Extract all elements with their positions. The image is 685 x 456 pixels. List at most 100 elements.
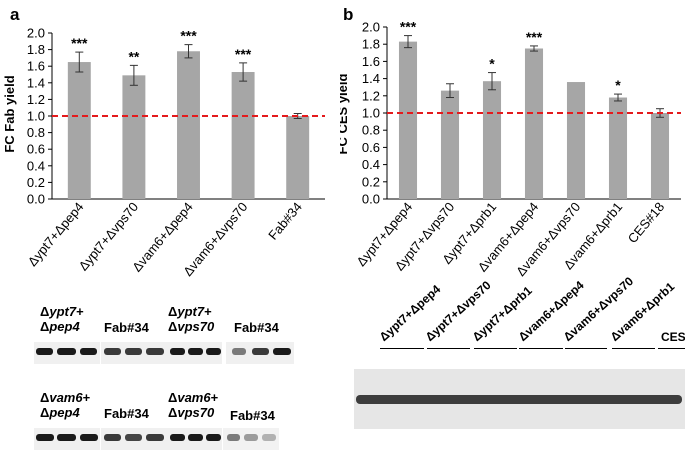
- blot-title-strain: Δypt7+ Δvps70: [168, 304, 215, 334]
- y-tick-label: 1.8: [27, 42, 45, 57]
- significance-label: ***: [400, 19, 417, 35]
- blot-band: [125, 434, 142, 441]
- blot-band: [206, 434, 221, 441]
- significance-label: **: [128, 48, 139, 64]
- blot-band: [104, 348, 121, 355]
- blot-group-vam6-pep4: Δvam6+ Δpep4 Fab#34: [34, 390, 199, 456]
- blot-band: [104, 434, 121, 441]
- blot-gene1: vam6: [177, 390, 211, 405]
- blot-band: [232, 348, 246, 355]
- significance-label: ***: [180, 28, 197, 44]
- blot-strip-strain: [168, 342, 222, 364]
- blot-band: [80, 348, 97, 355]
- y-tick-label: 1.6: [27, 59, 45, 74]
- bar: [231, 72, 255, 199]
- blot-gene2: vps70: [177, 405, 215, 420]
- bar: [177, 51, 200, 200]
- y-tick-label: 1.0: [362, 106, 380, 121]
- blot-gene2: pep4: [49, 319, 80, 334]
- blot-band: [36, 434, 54, 441]
- blot-band: [170, 348, 185, 355]
- y-tick-label: 0.8: [362, 123, 380, 138]
- blot-title-control: Fab#34: [234, 320, 279, 335]
- bar: [286, 116, 310, 199]
- x-tick-label: Fab#34: [265, 199, 305, 242]
- blot-band: [227, 434, 240, 441]
- blot-lane-line: [380, 348, 424, 349]
- blot-title-control: Fab#34: [104, 320, 149, 335]
- blot-lane-line: [427, 348, 470, 349]
- y-tick-label: 2.0: [362, 20, 380, 35]
- blot-strip-strain: [34, 428, 100, 450]
- blot-band: [273, 348, 291, 355]
- blot-band: [188, 434, 203, 441]
- chart-panel-a: a FC Fab yield 0.00.20.40.60.81.01.21.41…: [2, 5, 325, 279]
- panel-a-letter: a: [10, 5, 20, 24]
- blot-strip-control: [101, 342, 168, 364]
- y-tick-label: 2.0: [27, 26, 45, 41]
- blot-gene2: pep4: [49, 405, 80, 420]
- blot-strip-control: [101, 428, 168, 450]
- blot-b-membrane: [354, 369, 685, 429]
- blot-lane-line: [519, 348, 563, 349]
- bar: [122, 75, 146, 199]
- blot-band: [170, 434, 185, 441]
- y-tick-label: 0.2: [27, 175, 45, 190]
- y-tick-label: 0.4: [362, 157, 380, 172]
- blot-gene2: vps70: [177, 319, 215, 334]
- y-tick-label: 0.8: [27, 125, 45, 140]
- y-tick-label: 0.0: [27, 192, 45, 207]
- blot-band: [146, 434, 164, 441]
- panel-a-plot-area: 0.0 0.2 0.40.6 0.81.0 1.2 1.41.6 1.82.0 *** Δypt…: [25, 26, 325, 279]
- significance-label: *: [615, 77, 621, 93]
- blot-strip-strain: [34, 342, 100, 364]
- blot-lane-line: [565, 348, 607, 349]
- blot-lane-line: [474, 348, 517, 349]
- y-tick-label: 1.2: [362, 88, 380, 103]
- blot-strip-control: [223, 428, 279, 450]
- blot-strip-control: [226, 342, 294, 364]
- blot-group-vam6-vps70: Δvam6+ Δvps70 Fab#34: [168, 390, 328, 456]
- blot-band: [262, 434, 276, 441]
- blot-gene1: ypt7: [49, 304, 77, 319]
- bar: [440, 90, 460, 199]
- blot-gene1: vam6: [49, 390, 83, 405]
- bar: [67, 62, 91, 199]
- bar: [524, 48, 544, 199]
- significance-label: ***: [235, 46, 252, 62]
- bar: [650, 113, 670, 199]
- bar: [608, 97, 628, 199]
- y-tick-label: 0.6: [27, 142, 45, 157]
- blot-band: [80, 434, 98, 441]
- significance-label: *: [489, 56, 495, 72]
- blot-group-ypt7-vps70: Δypt7+ Δvps70 Fab#34: [168, 304, 328, 374]
- x-tick-label: CES#18: [625, 199, 668, 246]
- y-tick-label: 1.8: [362, 37, 380, 52]
- y-tick-label: 0.4: [27, 158, 45, 173]
- blot-title-control: Fab#34: [104, 406, 149, 421]
- blot-strip-strain: [168, 428, 222, 450]
- significance-label: ***: [526, 29, 543, 45]
- blot-title-strain: Δvam6+ Δpep4: [40, 390, 91, 420]
- panel-b-y-axis-label: FC CES yield: [340, 73, 350, 154]
- y-tick-label: 1.0: [27, 109, 45, 124]
- blot-band: [244, 434, 258, 441]
- significance-label: ***: [71, 35, 88, 51]
- panel-b-letter: b: [343, 5, 353, 24]
- panel-b-plot-area: 0.00.20.40.60.81.01.21.41.61.82.0 ***Δypt…: [353, 19, 681, 279]
- y-tick-label: 1.2: [27, 92, 45, 107]
- blot-lane-line: [612, 348, 655, 349]
- blot-band: [146, 348, 164, 355]
- x-tick-label: Δypt7+Δpep4: [25, 199, 87, 269]
- blot-band: [188, 348, 203, 355]
- y-tick-label: 1.4: [362, 71, 380, 86]
- y-tick-label: 0.6: [362, 140, 380, 155]
- bar: [398, 41, 418, 200]
- blot-band: [125, 348, 142, 355]
- panel-a-y-axis-label: FC Fab yield: [2, 75, 17, 152]
- blot-band: [57, 434, 76, 441]
- blot-lane-label: CES#18: [661, 330, 685, 344]
- blot-band: [36, 348, 53, 355]
- y-tick-label: 0.0: [362, 192, 380, 207]
- bar: [482, 81, 502, 199]
